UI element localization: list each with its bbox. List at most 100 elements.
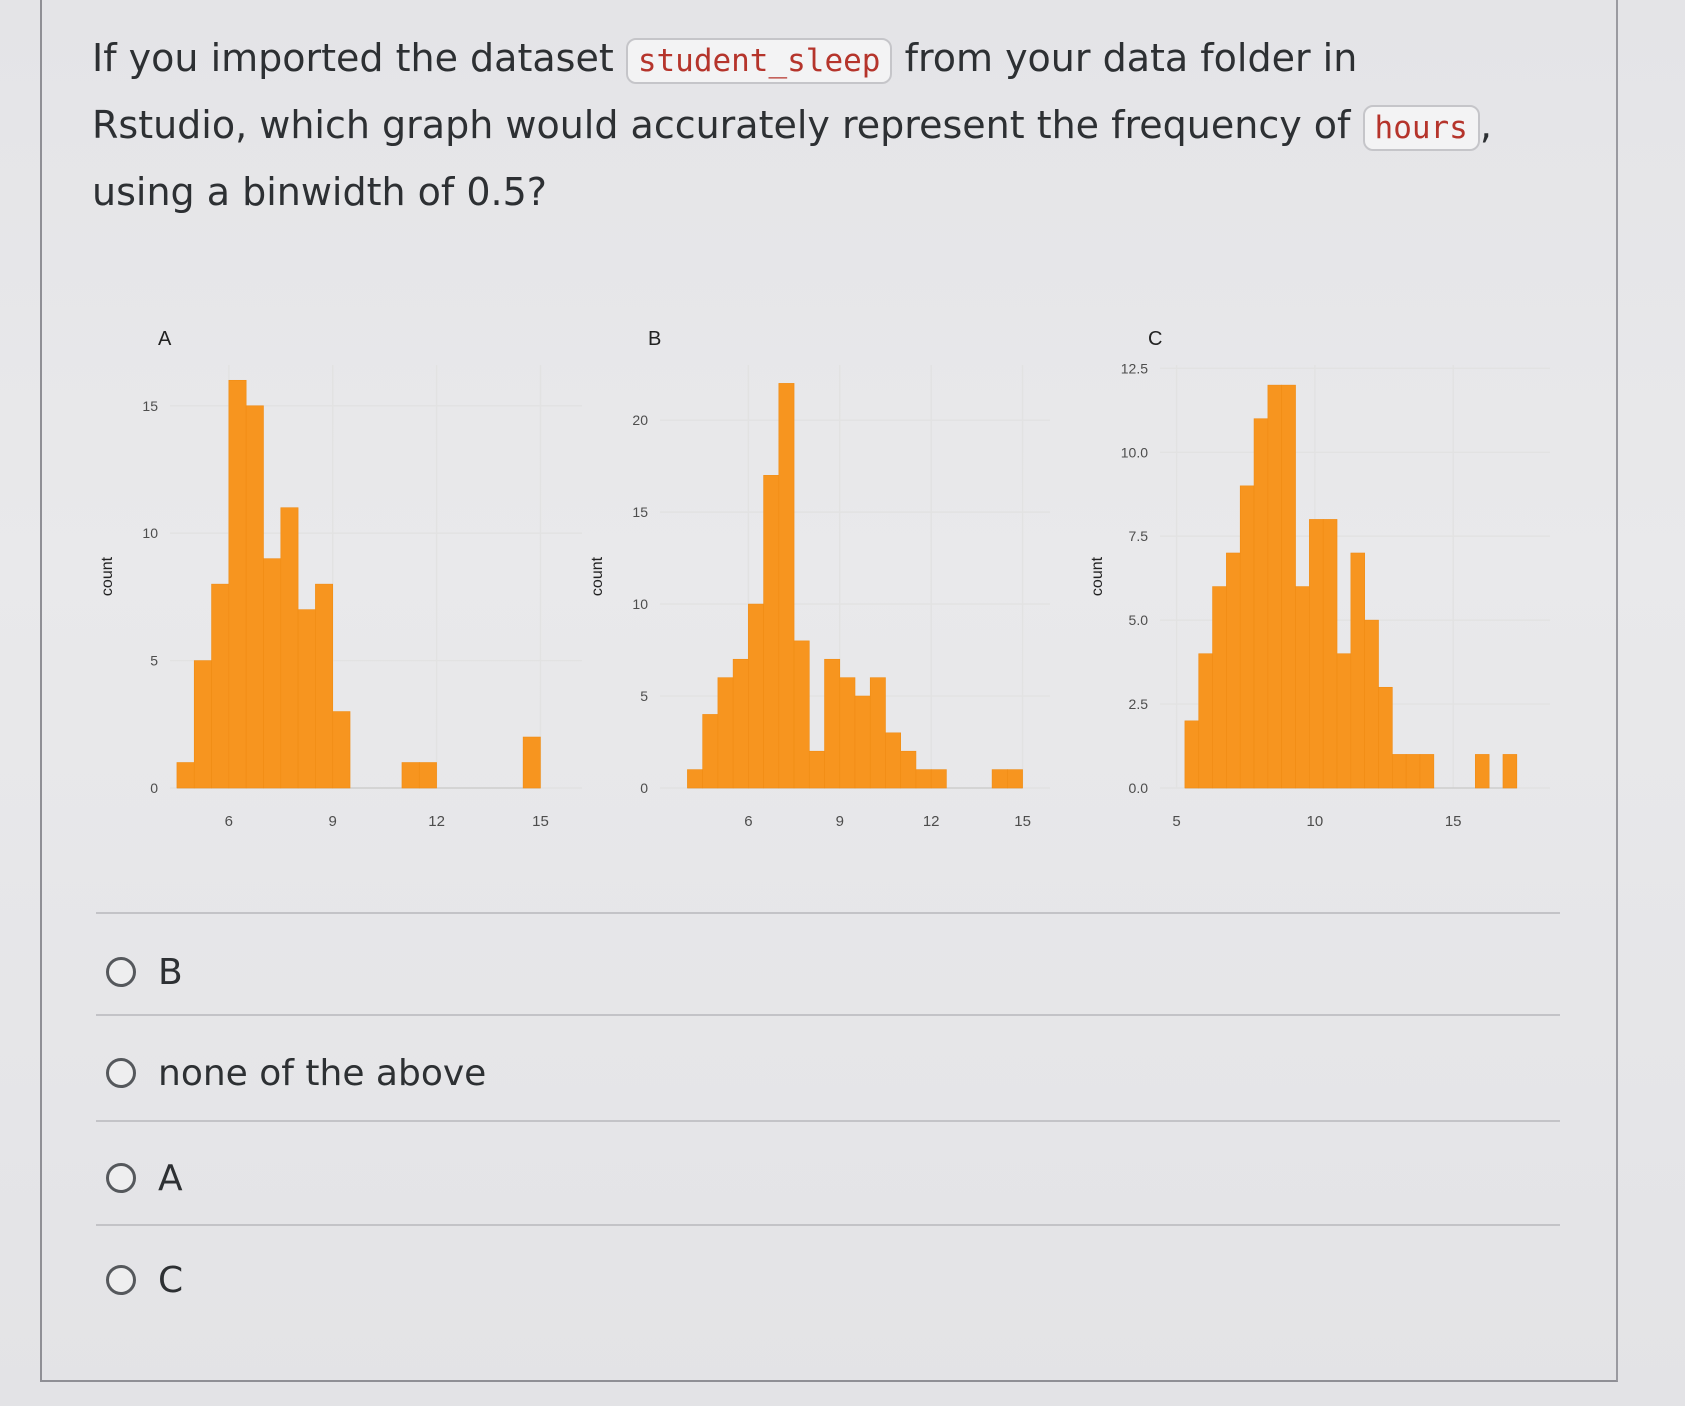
histogram-bar bbox=[1350, 552, 1365, 789]
histogram-bar bbox=[1295, 586, 1310, 789]
histogram-bar bbox=[702, 714, 719, 789]
y-axis-label: count bbox=[589, 556, 606, 596]
y-tick-label: 20 bbox=[632, 412, 648, 428]
x-tick-label: 6 bbox=[225, 813, 233, 830]
x-tick-label: 12 bbox=[923, 813, 940, 830]
histogram-bar bbox=[263, 558, 282, 789]
histogram-bar bbox=[1419, 754, 1435, 789]
y-tick-label: 10 bbox=[142, 525, 158, 541]
histogram-bar bbox=[900, 750, 917, 789]
histogram-bar bbox=[687, 769, 703, 789]
y-tick-label: 5 bbox=[640, 688, 648, 704]
histogram-bar bbox=[401, 762, 420, 789]
histogram-bar bbox=[1239, 485, 1255, 789]
y-tick-label: 7.5 bbox=[1129, 528, 1149, 544]
histogram-bar bbox=[808, 750, 825, 789]
x-tick-label: 5 bbox=[1172, 813, 1180, 830]
histogram-bar bbox=[297, 609, 316, 789]
histogram-bar bbox=[869, 677, 886, 789]
histogram-bar bbox=[228, 379, 247, 789]
y-tick-label: 15 bbox=[142, 398, 158, 414]
histogram-bar bbox=[1212, 586, 1227, 789]
y-tick-label: 2.5 bbox=[1129, 696, 1149, 712]
option-label-a: A bbox=[158, 1157, 183, 1199]
histogram-bar bbox=[748, 603, 764, 789]
y-tick-label: 5.0 bbox=[1129, 612, 1149, 628]
histogram-bar bbox=[1405, 754, 1421, 789]
histogram-bar bbox=[824, 658, 841, 789]
option-a[interactable]: A bbox=[106, 1148, 183, 1208]
x-tick-label: 10 bbox=[1307, 813, 1324, 830]
histogram-bar bbox=[1364, 619, 1379, 789]
histogram-bar bbox=[930, 769, 947, 789]
variable-code-chip: hours bbox=[1362, 105, 1480, 151]
question-text: If you imported the dataset student_slee… bbox=[92, 26, 1492, 224]
x-tick-label: 15 bbox=[1445, 813, 1462, 830]
panel-title: B bbox=[648, 328, 661, 350]
histogram-bar bbox=[418, 762, 437, 789]
histogram-bar bbox=[1309, 519, 1324, 789]
option-none-of-the-above[interactable]: none of the above bbox=[106, 1043, 486, 1103]
option-label-c: C bbox=[158, 1259, 184, 1301]
histogram-bar bbox=[1378, 686, 1393, 789]
histogram-bar bbox=[793, 640, 810, 789]
y-tick-label: 0 bbox=[150, 780, 158, 796]
radio-button-c[interactable] bbox=[106, 1265, 136, 1295]
option-label-none: none of the above bbox=[158, 1052, 487, 1094]
y-tick-label: 0.0 bbox=[1129, 780, 1149, 796]
y-tick-label: 12.5 bbox=[1121, 360, 1148, 376]
question-text-part3: , using a binwidth of 0.5? bbox=[92, 103, 1492, 214]
histogram-bar bbox=[839, 677, 856, 789]
separator bbox=[96, 1014, 1560, 1016]
x-tick-label: 15 bbox=[1014, 813, 1031, 830]
histogram-bar bbox=[991, 769, 1008, 789]
histogram-bar bbox=[885, 732, 902, 789]
histogram-bar bbox=[1392, 754, 1407, 789]
histogram-bar bbox=[1267, 384, 1283, 789]
y-axis-label: count bbox=[1089, 556, 1106, 596]
question-text-part1: If you imported the dataset bbox=[92, 36, 614, 80]
panel-title: C bbox=[1148, 328, 1162, 350]
option-b[interactable]: B bbox=[106, 942, 183, 1002]
histogram-bar bbox=[763, 475, 780, 789]
y-axis-label: count bbox=[99, 556, 116, 596]
y-tick-label: 15 bbox=[632, 504, 648, 520]
y-tick-label: 5 bbox=[150, 653, 158, 669]
radio-button-b[interactable] bbox=[106, 957, 136, 987]
histogram-bar bbox=[732, 658, 749, 789]
histogram-bar bbox=[778, 383, 795, 789]
histogram-bar bbox=[522, 736, 541, 789]
question-text-part2: from your data folder in Rstudio, which … bbox=[92, 36, 1358, 147]
option-c[interactable]: C bbox=[106, 1250, 183, 1310]
histogram-bar bbox=[176, 762, 195, 789]
histogram-bar bbox=[1336, 653, 1352, 789]
radio-button-none[interactable] bbox=[106, 1058, 136, 1088]
histogram-bar bbox=[211, 583, 230, 789]
separator bbox=[96, 1224, 1560, 1226]
histogram-bar bbox=[1322, 519, 1338, 789]
x-tick-label: 6 bbox=[744, 813, 752, 830]
radio-button-a[interactable] bbox=[106, 1163, 136, 1193]
histogram-bar bbox=[915, 769, 932, 789]
histogram-bar bbox=[1253, 418, 1269, 789]
separator bbox=[96, 1120, 1560, 1122]
histogram-bar bbox=[315, 583, 334, 789]
histogram-bar bbox=[1007, 769, 1023, 789]
histogram-bar bbox=[1502, 754, 1518, 789]
histogram-bar bbox=[1281, 384, 1296, 789]
y-tick-label: 0 bbox=[640, 780, 648, 796]
histogram-bar bbox=[1198, 653, 1213, 789]
y-tick-label: 10.0 bbox=[1121, 444, 1148, 460]
y-tick-label: 10 bbox=[632, 596, 648, 612]
x-tick-label: 9 bbox=[329, 813, 337, 830]
question-card bbox=[40, 0, 1618, 1382]
histogram-bar bbox=[717, 677, 734, 789]
x-tick-label: 9 bbox=[836, 813, 844, 830]
histogram-bar bbox=[1184, 720, 1200, 789]
histogram-bar bbox=[1475, 754, 1490, 789]
x-tick-label: 12 bbox=[428, 813, 445, 830]
x-tick-label: 15 bbox=[532, 813, 549, 830]
